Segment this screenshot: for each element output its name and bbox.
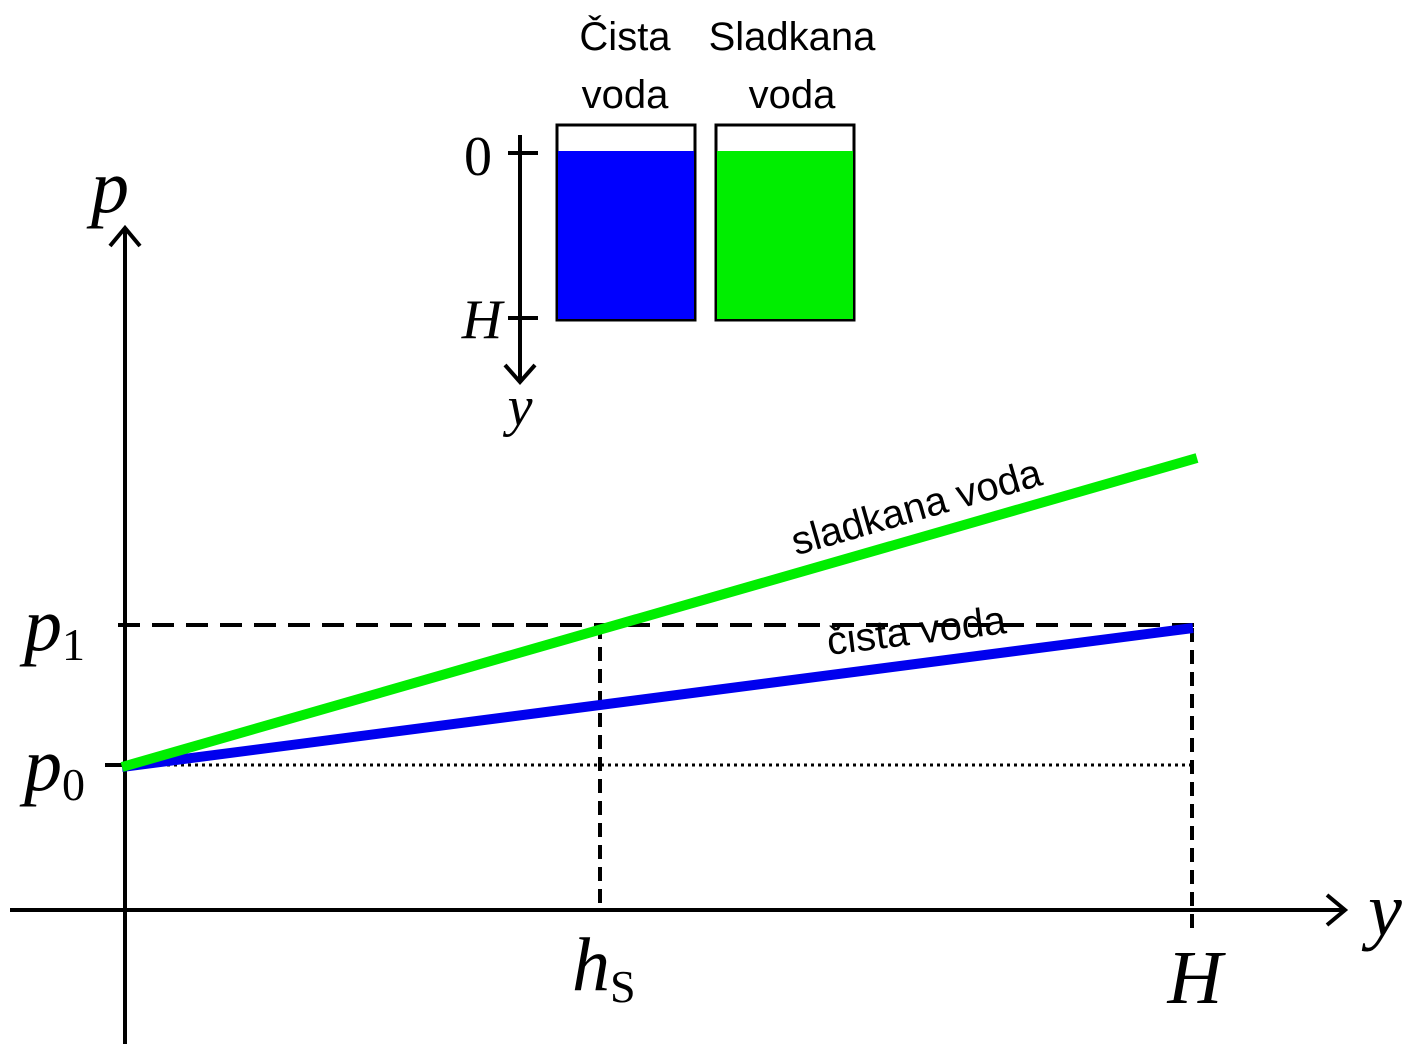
- axis-label: H: [461, 289, 505, 351]
- inset: Čista voda Sladkana voda 0 H y: [461, 14, 876, 438]
- column-label: voda: [582, 73, 669, 117]
- graph: p y p1 p0 hS H sladkana voda čista voda: [10, 145, 1402, 1044]
- p0-base: p: [19, 723, 62, 807]
- axis-label: y: [503, 376, 533, 438]
- hs-sub: S: [610, 961, 636, 1012]
- axis-label: 0: [464, 126, 492, 188]
- diagram: Čista voda Sladkana voda 0 H y p y p1 p0…: [0, 0, 1416, 1044]
- p0-label: p0: [19, 723, 85, 810]
- water: [558, 151, 694, 319]
- p1-sub: 1: [62, 619, 85, 670]
- axis-label: y: [1361, 868, 1402, 952]
- column-label: voda: [749, 73, 836, 117]
- hs-label: hS: [572, 923, 636, 1012]
- pure-water-line: [122, 628, 1193, 767]
- p0-sub: 0: [62, 759, 85, 810]
- sweet-water-line: [122, 458, 1197, 767]
- water: [717, 151, 853, 319]
- p1-base: p: [19, 583, 62, 667]
- h-label: H: [1167, 936, 1227, 1020]
- column-label: Sladkana: [709, 15, 877, 59]
- axis-label: p: [86, 145, 129, 229]
- column-label: Čista: [579, 14, 671, 59]
- hs-base: h: [572, 923, 610, 1007]
- p1-label: p1: [19, 583, 85, 670]
